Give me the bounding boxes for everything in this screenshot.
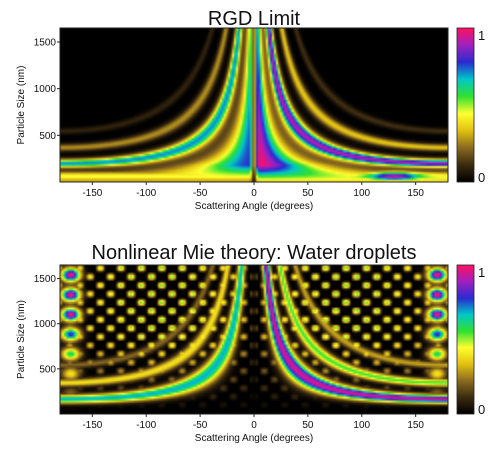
- y-tick-label: 500: [39, 364, 56, 375]
- x-axis-label: Scattering Angle (degrees): [195, 201, 313, 212]
- mie-theory-panel: Nonlinear Mie theory: Water droplets -15…: [0, 230, 500, 459]
- x-tick-label: -150: [82, 188, 102, 199]
- colorbar: [456, 27, 475, 183]
- colorbar-min-label: 0: [478, 170, 485, 185]
- x-tick-label: -100: [136, 420, 156, 431]
- rgd-limit-chart: -150 -100 -50 0 50 100 150 500 1000 1500 Scatterin…: [16, 27, 485, 212]
- colorbar-min-label: 0: [478, 402, 485, 417]
- y-tick-label: 1000: [34, 319, 57, 330]
- rgd-limit-panel: RGD Limit -150 -100 -50 0 50 100 150 500 1000 150…: [0, 0, 500, 220]
- x-tick-label: -50: [193, 188, 208, 199]
- x-tick-label: -150: [82, 420, 102, 431]
- y-axis-label: Particle Size (nm): [16, 66, 27, 145]
- chart-title: RGD Limit: [207, 8, 301, 30]
- x-tick-label: 150: [407, 420, 424, 431]
- x-tick-label: 100: [353, 420, 370, 431]
- colorbar-max-label: 1: [478, 28, 485, 43]
- y-tick-label: 500: [39, 131, 56, 142]
- x-tick-label: 150: [407, 188, 424, 199]
- y-tick-label: 1500: [34, 274, 57, 285]
- x-tick-label: 100: [353, 188, 370, 199]
- y-tick-label: 1000: [34, 84, 57, 95]
- heatmap-image: [60, 28, 448, 182]
- x-tick-label: 50: [302, 188, 314, 199]
- x-tick-label: 0: [251, 188, 257, 199]
- heatmap-image: [60, 265, 448, 414]
- chart-title: Nonlinear Mie theory: Water droplets: [91, 242, 417, 264]
- mie-theory-chart: -150 -100 -50 0 50 100 150 500 1000 1500 Scatterin…: [16, 264, 485, 444]
- x-axis-label: Scattering Angle (degrees): [195, 433, 313, 444]
- y-tick-label: 1500: [34, 38, 57, 49]
- x-tick-label: -100: [136, 188, 156, 199]
- colorbar-max-label: 1: [478, 265, 485, 280]
- x-tick-label: 0: [251, 420, 257, 431]
- colorbar: [456, 264, 475, 415]
- x-tick-label: -50: [193, 420, 208, 431]
- x-tick-label: 50: [302, 420, 314, 431]
- y-axis-label: Particle Size (nm): [16, 300, 27, 379]
